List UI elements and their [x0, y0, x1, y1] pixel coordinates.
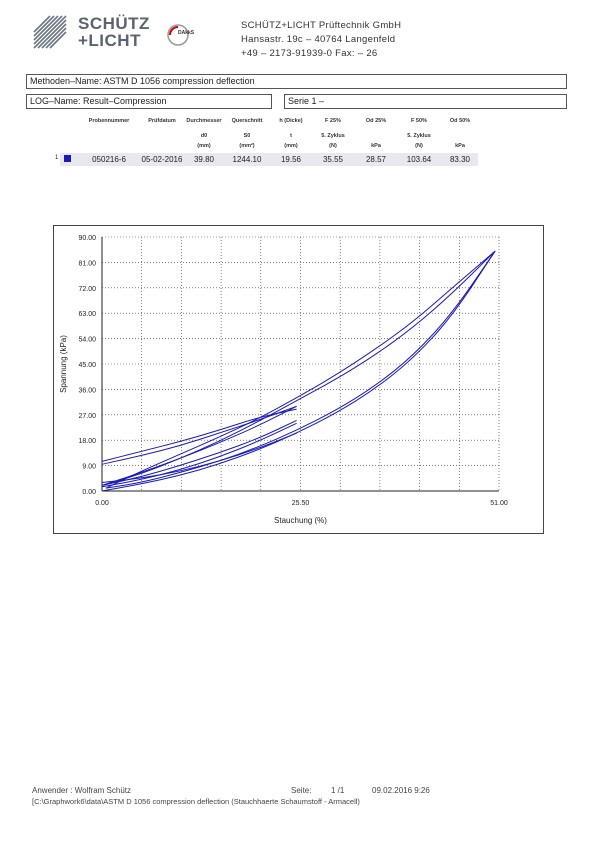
series-line-8 — [101, 432, 297, 484]
series-line-5 — [101, 405, 297, 486]
y-axis-label: Spannung (kPa) — [59, 335, 68, 393]
cell-dicke: 19.56 — [280, 155, 302, 164]
footer-user: Anwender : Wolfram Schütz — [32, 786, 132, 795]
col-unit-s0: (mm²) — [239, 143, 255, 149]
footer-page-number: 1 /1 — [331, 786, 345, 795]
footer-page-label: Seite: — [291, 786, 312, 795]
company-address: Hansastr. 19c – 40764 Langenfeld — [241, 34, 396, 45]
col-header-durchmesser: Durchmesser — [186, 118, 222, 124]
y-tick-label: 0.00 — [82, 489, 96, 496]
x-tick-label: 25.50 — [292, 500, 310, 507]
col-header-pruefdatum: Prüfdatum — [148, 118, 176, 124]
cell-querschnitt: 1244.10 — [232, 155, 262, 164]
y-tick-label: 63.00 — [78, 311, 96, 318]
stress-strain-chart: 0.00 9.00 18.00 27.00 36.00 45.00 54.00 63.00 72… — [59, 235, 508, 525]
series-line-9 — [101, 405, 297, 465]
col-unit-t: (mm) — [284, 143, 298, 149]
y-tick-label: 27.00 — [78, 413, 96, 420]
x-tick-label: 51.00 — [490, 500, 508, 507]
cell-od50: 83.30 — [449, 155, 471, 164]
col-header-f50: F 50% — [411, 118, 427, 124]
col-subheader-f50-cycle: 5. Zyklus — [407, 133, 431, 139]
col-header-f25: F 25% — [325, 118, 341, 124]
col-subheader-d0: d0 — [200, 133, 208, 139]
col-unit-od50: kPa — [455, 143, 465, 149]
company-logo-text: SCHÜTZ +LICHT — [78, 15, 150, 49]
series-color-marker — [64, 155, 71, 162]
cell-probennummer: 050216-6 — [92, 155, 126, 164]
col-subheader-t: t — [290, 133, 292, 139]
cell-pruefdatum: 05-02-2016 — [141, 155, 183, 164]
cell-durchmesser: 39.80 — [193, 155, 215, 164]
company-phone: +49 – 2173-91939-0 Fax: – 26 — [241, 48, 378, 59]
col-unit-f25: (N) — [329, 143, 337, 149]
table-row — [60, 153, 478, 166]
company-name: SCHÜTZ+LICHT Prüftechnik GmbH — [241, 20, 402, 31]
series-line-4 — [101, 419, 297, 486]
dakks-label: DAkkS — [178, 30, 195, 36]
logo-line-2: +LICHT — [78, 31, 141, 50]
y-tick-label: 90.00 — [78, 235, 96, 242]
col-unit-od25: kPa — [371, 143, 381, 149]
footer-datetime: 09.02.2016 9:26 — [372, 786, 430, 795]
x-axis-label: Stauchung (%) — [274, 516, 327, 525]
y-tick-label: 81.00 — [78, 260, 96, 267]
chart-frame — [53, 225, 544, 534]
row-index: 1 — [55, 155, 59, 161]
col-unit-d0: (mm) — [197, 143, 211, 149]
cell-f25: 35.55 — [322, 155, 344, 164]
col-subheader-s0: S0 — [243, 133, 251, 139]
col-header-probennummer: Probennummer — [88, 118, 130, 124]
company-info: SCHÜTZ+LICHT Prüftechnik GmbH Hansastr. … — [241, 19, 401, 61]
col-header-od25: Od 25% — [365, 118, 387, 124]
series-line-1 — [105, 250, 496, 489]
col-header-dicke: h (Dicke) — [279, 118, 303, 124]
col-header-querschnitt: Querschnitt — [231, 118, 263, 124]
series-line-0 — [101, 250, 496, 492]
y-tick-label: 45.00 — [78, 362, 96, 369]
series-line-6 — [101, 422, 297, 488]
log-name-field: LOG–Name: Result–Compression — [26, 94, 272, 109]
serie-field: Serie 1 – — [284, 94, 567, 109]
dakks-seal-icon — [167, 24, 189, 46]
y-tick-label: 36.00 — [78, 387, 96, 394]
col-header-od50: Od 50% — [449, 118, 471, 124]
logo-line-1: SCHÜTZ — [78, 14, 150, 33]
cell-od25: 28.57 — [365, 155, 387, 164]
series-line-2 — [105, 250, 496, 489]
y-tick-label: 54.00 — [78, 337, 96, 344]
x-tick-label: 0.00 — [95, 500, 109, 507]
col-subheader-f25-cycle: 5. Zyklus — [321, 133, 345, 139]
cell-f50: 103.64 — [406, 155, 432, 164]
footer-file-path: [C:\Graphwork6\data\ASTM D 1056 compress… — [32, 797, 360, 806]
col-unit-f50: (N) — [415, 143, 423, 149]
y-tick-label: 9.00 — [82, 464, 96, 471]
method-name-field: Methoden–Name: ASTM D 1056 compression d… — [26, 74, 567, 89]
company-logo-mark — [30, 12, 70, 52]
series-line-3 — [101, 250, 496, 486]
y-tick-label: 18.00 — [78, 438, 96, 445]
y-tick-label: 72.00 — [78, 286, 96, 293]
